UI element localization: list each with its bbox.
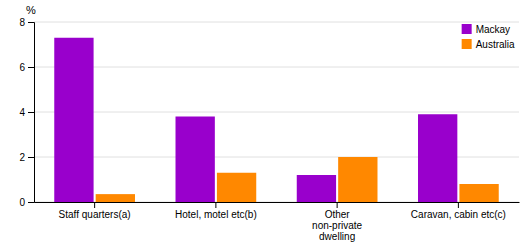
x-tick-mark <box>215 202 216 208</box>
y-tick-label: 0 <box>19 197 25 208</box>
y-tick-label: 4 <box>19 107 25 118</box>
bar <box>297 175 336 202</box>
legend-swatch <box>462 39 472 49</box>
x-tick-mark <box>337 202 338 208</box>
x-axis-line <box>35 202 520 203</box>
bar <box>418 114 457 202</box>
legend-label: Mackay <box>476 24 510 35</box>
y-tick-mark <box>28 112 34 113</box>
plot-area: 0 2 4 6 8 Staff quarters(a) Hotel, motel etc(b… <box>19 17 519 242</box>
legend-item: Mackay <box>462 24 510 35</box>
bars <box>54 38 498 202</box>
grid-line <box>34 67 519 68</box>
x-tick-mark <box>94 202 95 208</box>
y-tick-label: 6 <box>19 62 25 73</box>
y-tick-mark <box>28 157 34 158</box>
x-tick-label-line: dwelling <box>319 231 355 242</box>
x-tick: Staff quarters(a) <box>59 202 131 220</box>
bar <box>217 173 256 202</box>
x-axis: Staff quarters(a) Hotel, motel etc(b) Othe… <box>35 202 520 242</box>
bar-series <box>96 157 499 202</box>
bar <box>176 117 215 203</box>
y-tick-mark <box>28 202 34 203</box>
bar-series <box>54 38 457 202</box>
grid-line <box>34 22 519 23</box>
x-tick-label: Staff quarters(a) <box>59 209 131 220</box>
x-tick-label: Caravan, cabin etc(c) <box>411 209 506 220</box>
chart-container: 0 2 4 6 8 Staff quarters(a) Hotel, motel etc(b… <box>0 0 529 252</box>
legend-item: Australia <box>462 39 515 50</box>
x-tick: Othernon-privatedwelling <box>312 202 362 242</box>
x-tick-label: Hotel, motel etc(b) <box>175 209 257 220</box>
y-axis: 0 2 4 6 8 <box>19 17 34 208</box>
bar <box>338 157 377 202</box>
legend-label: Australia <box>476 39 515 50</box>
bar <box>459 184 498 202</box>
y-tick: 0 <box>19 197 34 208</box>
x-tick-label-line: non-private <box>312 220 362 231</box>
y-tick-label: 2 <box>19 152 25 163</box>
x-tick-label: Othernon-privatedwelling <box>312 209 362 242</box>
y-tick: 2 <box>19 152 34 163</box>
y-tick: 4 <box>19 107 34 118</box>
legend-swatch <box>462 24 472 34</box>
grid <box>34 22 519 202</box>
bar <box>96 194 135 202</box>
y-axis-label: % <box>26 4 36 16</box>
y-tick-label: 8 <box>19 17 25 28</box>
legend: Mackay Australia <box>462 24 515 50</box>
x-tick: Caravan, cabin etc(c) <box>411 202 506 220</box>
y-tick: 8 <box>19 17 34 28</box>
chart-svg: 0 2 4 6 8 Staff quarters(a) Hotel, motel etc(b… <box>0 0 529 252</box>
x-tick-label-line: Other <box>325 209 351 220</box>
y-tick: 6 <box>19 62 34 73</box>
bar <box>54 38 93 202</box>
y-tick-mark <box>28 22 34 23</box>
grid-line <box>34 112 519 113</box>
x-tick: Hotel, motel etc(b) <box>175 202 257 220</box>
y-axis-line <box>28 23 35 203</box>
x-tick-mark <box>458 202 459 208</box>
y-tick-mark <box>28 67 34 68</box>
